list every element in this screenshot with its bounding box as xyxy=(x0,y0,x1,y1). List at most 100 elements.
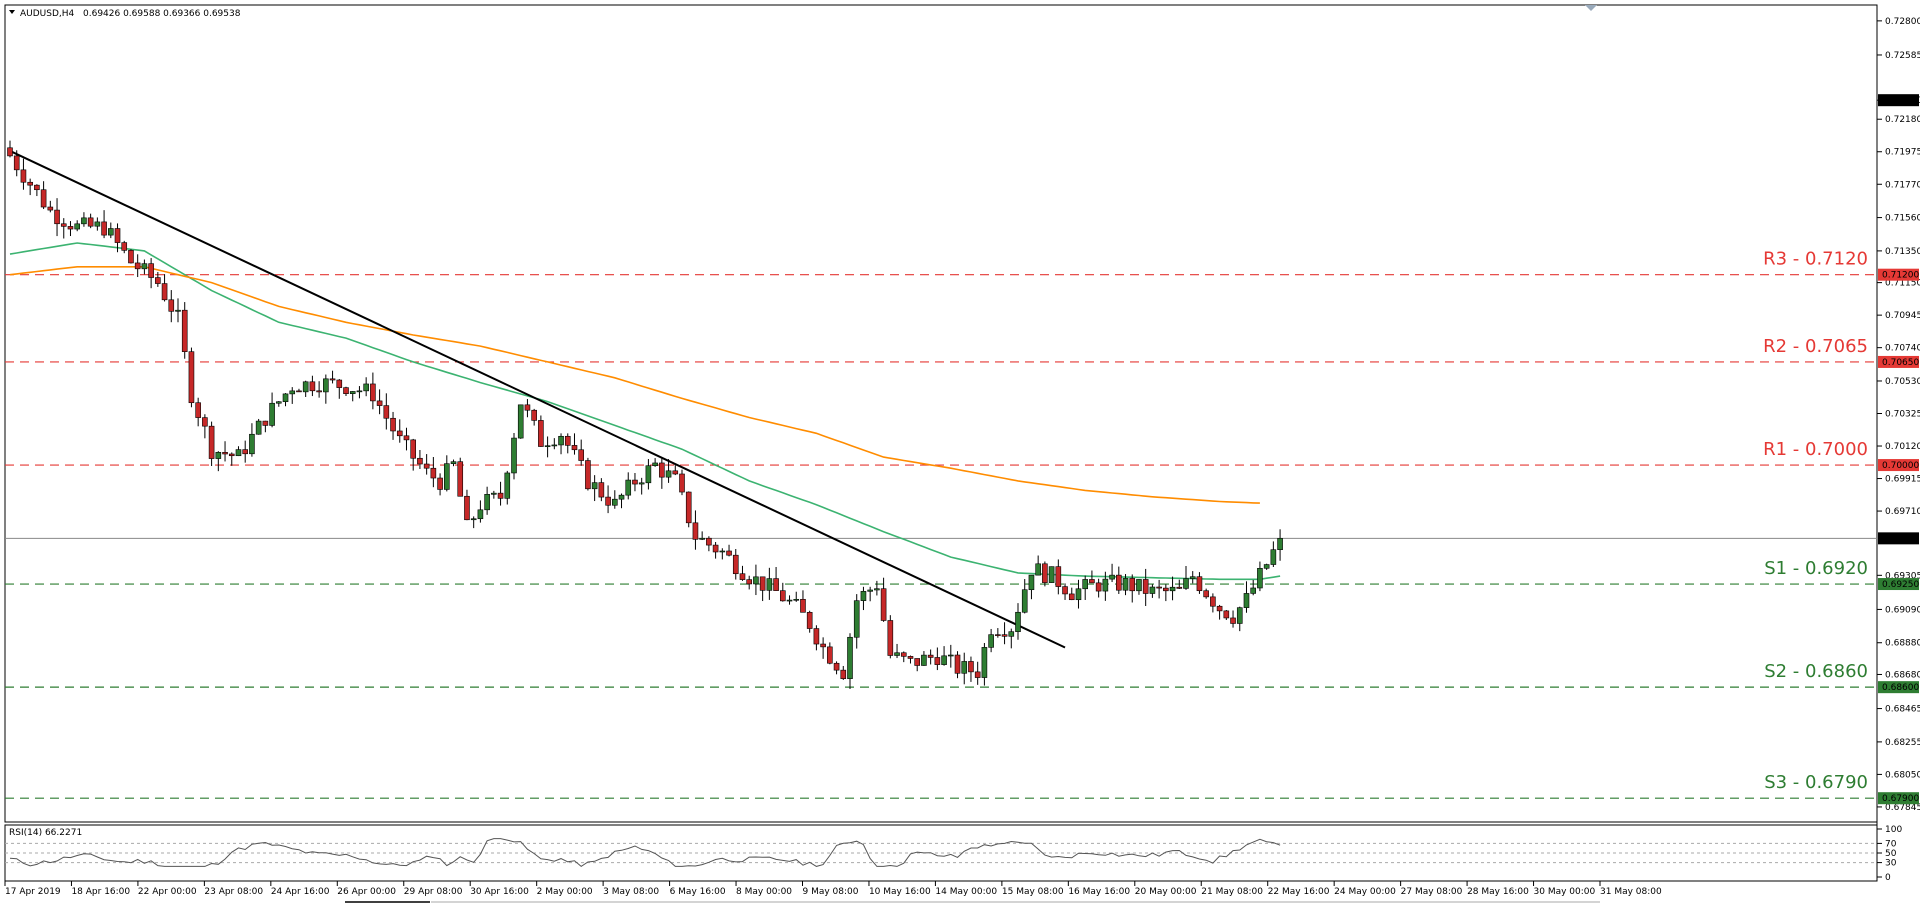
candle-body xyxy=(820,643,826,648)
price-tick-label: 0.67845 xyxy=(1885,803,1920,813)
candle-body xyxy=(215,451,222,459)
time-tick-label: 29 Apr 08:00 xyxy=(404,887,463,897)
price-tag-highlight xyxy=(1878,94,1919,107)
time-axis: 17 Apr 2019 18 Apr 16:00 22 Apr 00:00 23 Ap… xyxy=(4,881,1662,897)
level-label-s2: S2 - 0.6860 xyxy=(1764,661,1868,682)
candle-body xyxy=(87,217,94,227)
symbol-label: AUDUSD,H4 xyxy=(20,9,75,19)
time-tick-label: 2 May 00:00 xyxy=(537,887,593,897)
candle-body xyxy=(840,669,847,679)
candle-body xyxy=(430,467,437,479)
rsi-tick-label: 70 xyxy=(1885,839,1897,849)
candle-body xyxy=(551,444,558,447)
candle-body xyxy=(1163,587,1169,592)
candle-body xyxy=(302,381,309,393)
time-tick-label: 31 May 08:00 xyxy=(1600,887,1662,897)
price-tick-label: 0.68465 xyxy=(1885,705,1920,715)
candle-body xyxy=(94,221,101,227)
candle-body xyxy=(1075,588,1082,601)
candle-body xyxy=(275,401,282,404)
candle-body xyxy=(712,544,719,553)
level-tag-text: 0.71200 xyxy=(1882,271,1919,281)
price-tags: 0.71200 0.70650 0.70000 0.69250 0.68600 0.679… xyxy=(1878,94,1919,805)
candle-body xyxy=(403,435,410,441)
candle-body xyxy=(665,470,672,478)
level-tag-s2 xyxy=(1878,681,1919,694)
level-tag-text: 0.67900 xyxy=(1882,794,1919,804)
candle-body xyxy=(1236,607,1243,624)
candle-body xyxy=(1277,538,1283,551)
time-tick-label: 27 May 08:00 xyxy=(1401,887,1463,897)
candle-body xyxy=(296,390,302,393)
level-tag-text: 0.70650 xyxy=(1882,358,1919,368)
candle-body xyxy=(524,404,531,411)
series-line-trend xyxy=(9,150,1066,649)
candle-body xyxy=(34,184,40,191)
rsi-label: RSI(14) 66.2271 xyxy=(9,828,82,838)
candle-body xyxy=(1089,579,1095,584)
candle-body xyxy=(175,309,181,312)
time-tick-label: 22 May 16:00 xyxy=(1268,887,1330,897)
candle-body xyxy=(390,417,396,432)
candle-body xyxy=(847,636,853,679)
time-tick-label: 24 May 00:00 xyxy=(1334,887,1396,897)
candle-body xyxy=(692,522,699,540)
candle-body xyxy=(20,169,27,183)
candle-body xyxy=(531,409,537,421)
candle-body xyxy=(1183,578,1189,589)
candle-body xyxy=(1270,549,1277,565)
candles-layer xyxy=(7,140,1283,690)
candle-body xyxy=(1257,568,1263,589)
candle-body xyxy=(564,435,571,446)
candle-body xyxy=(1203,590,1209,598)
candle-body xyxy=(47,206,54,211)
candle-body xyxy=(793,598,800,601)
candle-body xyxy=(54,209,60,225)
candle-body xyxy=(732,554,739,575)
time-tick-label: 22 Apr 00:00 xyxy=(138,887,197,897)
time-tick-label: 6 May 16:00 xyxy=(670,887,726,897)
candle-body xyxy=(470,518,477,521)
candle-body xyxy=(659,462,665,478)
candle-body xyxy=(410,439,417,459)
price-tick-label: 0.69090 xyxy=(1885,605,1920,615)
candle-body xyxy=(1263,564,1270,569)
candle-body xyxy=(1189,576,1196,579)
candle-body xyxy=(1216,605,1223,612)
time-tick-label: 18 Apr 16:00 xyxy=(71,887,130,897)
candle-body xyxy=(699,537,705,540)
time-tick-label: 8 May 00:00 xyxy=(736,887,792,897)
candle-body xyxy=(181,309,188,352)
candle-body xyxy=(161,283,168,301)
candle-body xyxy=(343,387,349,394)
time-tick-label: 15 May 08:00 xyxy=(1002,887,1064,897)
candle-body xyxy=(1142,579,1149,594)
candle-body xyxy=(1048,566,1055,583)
candle-body xyxy=(141,263,148,270)
candle-body xyxy=(954,654,961,674)
shift-marker-icon[interactable] xyxy=(1585,5,1597,11)
candle-body xyxy=(1042,563,1048,583)
rsi-tick-label: 0 xyxy=(1885,873,1891,883)
candle-body xyxy=(289,390,296,395)
level-tag-text: 0.69250 xyxy=(1882,580,1919,590)
candle-body xyxy=(417,457,423,465)
candle-body xyxy=(1021,589,1028,613)
candle-body xyxy=(914,658,921,666)
candle-body xyxy=(605,496,611,506)
candle-body xyxy=(779,590,786,602)
candle-body xyxy=(1116,574,1122,591)
candle-body xyxy=(672,470,679,475)
candle-body xyxy=(1149,586,1156,594)
menu-triangle-icon[interactable] xyxy=(9,10,15,14)
candle-body xyxy=(1062,586,1068,595)
candle-body xyxy=(1001,634,1008,637)
candle-body xyxy=(67,226,74,230)
price-tick-label: 0.72800 xyxy=(1885,17,1920,27)
time-tick-label: 16 May 16:00 xyxy=(1068,887,1130,897)
time-tick-label: 3 May 08:00 xyxy=(603,887,659,897)
candle-body xyxy=(202,417,208,427)
time-tick-label: 28 May 16:00 xyxy=(1467,887,1529,897)
